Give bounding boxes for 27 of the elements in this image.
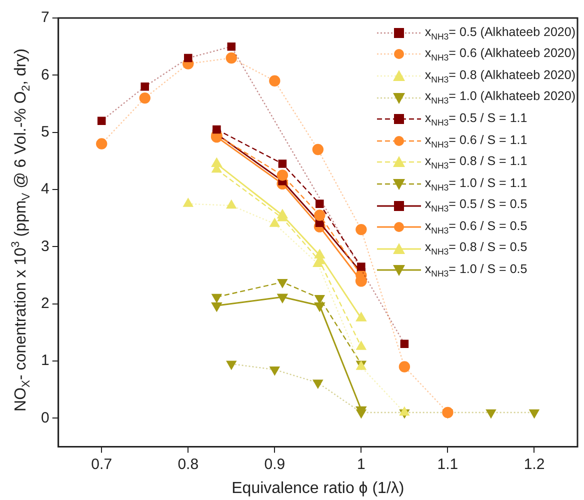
x-tick-label: 1 xyxy=(357,456,366,473)
legend-label: x$_{NH3}$= 0.6 (Alkhateeb 2020) xyxy=(424,46,576,63)
legend-label: x$_{NH3}$= 0.5 / S = 0.5 xyxy=(424,197,528,214)
y-tick-label: 0 xyxy=(41,409,50,426)
y-tick-label: 7 xyxy=(41,9,50,26)
legend-label: x$_{NH3}$= 0.5 / S = 1.1 xyxy=(424,110,528,128)
x-tick-label: 0.8 xyxy=(178,456,199,473)
legend-label: x$_{NH3}$= 0.5 (Alkhateeb 2020) xyxy=(424,24,576,42)
x-tick-label: 1.2 xyxy=(524,456,545,473)
legend-label: x$_{NH3}$= 0.8 (Alkhateeb 2020) xyxy=(424,68,576,84)
legend-label: x$_{NH3}$= 1.0 / S = 0.5 xyxy=(424,262,528,279)
y-tick-label: 5 xyxy=(41,123,50,140)
y-tick-label: 3 xyxy=(41,238,50,255)
legend-label: x$_{NH3}$= 0.6 / S = 0.5 xyxy=(424,218,528,236)
x-tick-label: 0.7 xyxy=(91,456,112,473)
legend-label: x$_{NH3}$= 1.0 (Alkhateeb 2020) xyxy=(424,89,576,106)
y-tick-label: 2 xyxy=(41,295,50,312)
x-tick-label: 0.9 xyxy=(264,456,286,473)
legend-label: x$_{NH3}$= 0.8 / S = 0.5 xyxy=(424,240,528,257)
legend-label: x$_{NH3}$= 1.0 / S = 1.1 xyxy=(424,176,528,192)
y-tick-label: 4 xyxy=(41,180,50,198)
x-tick-label: 1.1 xyxy=(437,456,458,473)
legend-label: x$_{NH3}$= 0.6 / S = 1.1 xyxy=(424,132,528,150)
y-tick-label: 6 xyxy=(41,66,50,84)
legend-label: x$_{NH3}$= 0.8 / S = 1.1 xyxy=(424,154,528,171)
y-tick-label: 1 xyxy=(41,352,50,370)
x-axis-title: Equivalence ratio ϕ (1/λ) xyxy=(232,480,404,497)
